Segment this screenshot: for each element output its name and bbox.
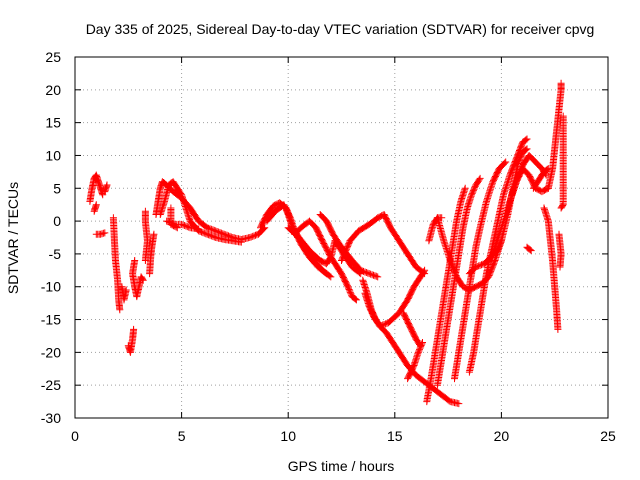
data-points [399, 309, 424, 350]
data-points [101, 181, 111, 196]
data-points [118, 283, 130, 304]
y-axis-label: SDTVAR / TECUs [5, 182, 21, 294]
data-points [404, 339, 426, 383]
data-points [291, 217, 360, 304]
data-series-track-28 [433, 174, 484, 389]
data-points [451, 158, 510, 383]
data-series-track-38 [544, 79, 565, 192]
x-tick-label: 25 [600, 428, 616, 444]
grid [75, 57, 608, 418]
data-series-track-36 [529, 165, 552, 192]
data-series-track-08 [129, 257, 147, 301]
y-tick-label: 10 [45, 147, 61, 163]
x-axis-label: GPS time / hours [288, 458, 395, 474]
data-points [540, 204, 562, 333]
y-tick-label: -30 [41, 410, 61, 426]
data-points [433, 174, 484, 389]
data-points [338, 211, 429, 278]
data-points [508, 152, 550, 199]
data-points [423, 184, 469, 406]
y-axis-ticks: -30 -25 -20 -15 -10 -5 0 5 10 15 20 25 [41, 49, 608, 426]
data-series-track-01 [86, 171, 107, 205]
data-points [167, 204, 181, 232]
data-series-track-25 [404, 339, 426, 383]
data-series-track-02 [90, 201, 100, 215]
data-points [544, 79, 565, 192]
x-tick-label: 0 [71, 428, 79, 444]
y-tick-label: -20 [41, 344, 61, 360]
data-series-track-09 [141, 207, 151, 264]
data-series-track-06 [118, 283, 130, 304]
data-series-track-23 [361, 266, 429, 330]
x-tick-label: 5 [178, 428, 186, 444]
x-tick-label: 15 [387, 428, 403, 444]
data-points [90, 201, 100, 215]
data-series-track-14 [167, 204, 181, 232]
data-points [124, 325, 138, 356]
data-series-track-37 [540, 204, 562, 333]
plot-frame [74, 56, 609, 419]
data-points [129, 257, 147, 301]
y-tick-label: -5 [49, 246, 62, 262]
data-series-track-39 [555, 230, 565, 271]
data-series-track-21 [338, 211, 429, 278]
data-series-track-05 [109, 214, 124, 314]
data-series-track-03 [92, 229, 109, 238]
y-tick-label: 5 [53, 180, 61, 196]
data-series-track-27 [423, 184, 469, 406]
data-series-track-10 [146, 230, 158, 278]
data-series-track-40 [557, 112, 567, 212]
data-series-track-34 [508, 152, 550, 199]
x-tick-label: 20 [494, 428, 510, 444]
data-series-track-29 [451, 158, 510, 383]
data-points [92, 229, 109, 238]
data-series-track-35 [523, 243, 535, 255]
data-points [86, 171, 107, 205]
y-tick-label: -10 [41, 279, 61, 295]
y-tick-label: -25 [41, 377, 61, 393]
data-points [361, 266, 429, 330]
y-tick-label: 0 [53, 213, 61, 229]
data-points [109, 214, 124, 314]
y-tick-label: 15 [45, 115, 61, 131]
x-tick-label: 10 [280, 428, 296, 444]
data-series-track-04 [101, 181, 111, 196]
data-points [146, 230, 158, 278]
data-points [523, 243, 535, 255]
data-series [86, 79, 567, 408]
data-points [529, 165, 552, 192]
y-tick-label: 20 [45, 82, 61, 98]
y-tick-label: 25 [45, 49, 61, 65]
data-points [555, 230, 565, 271]
data-series-track-07 [124, 325, 138, 356]
chart-title: Day 335 of 2025, Sidereal Day-to-day VTE… [86, 21, 595, 37]
data-series-track-18 [291, 217, 360, 304]
y-tick-label: -15 [41, 312, 61, 328]
data-points [557, 112, 567, 212]
data-series-track-24 [399, 309, 424, 350]
data-points [141, 207, 151, 264]
